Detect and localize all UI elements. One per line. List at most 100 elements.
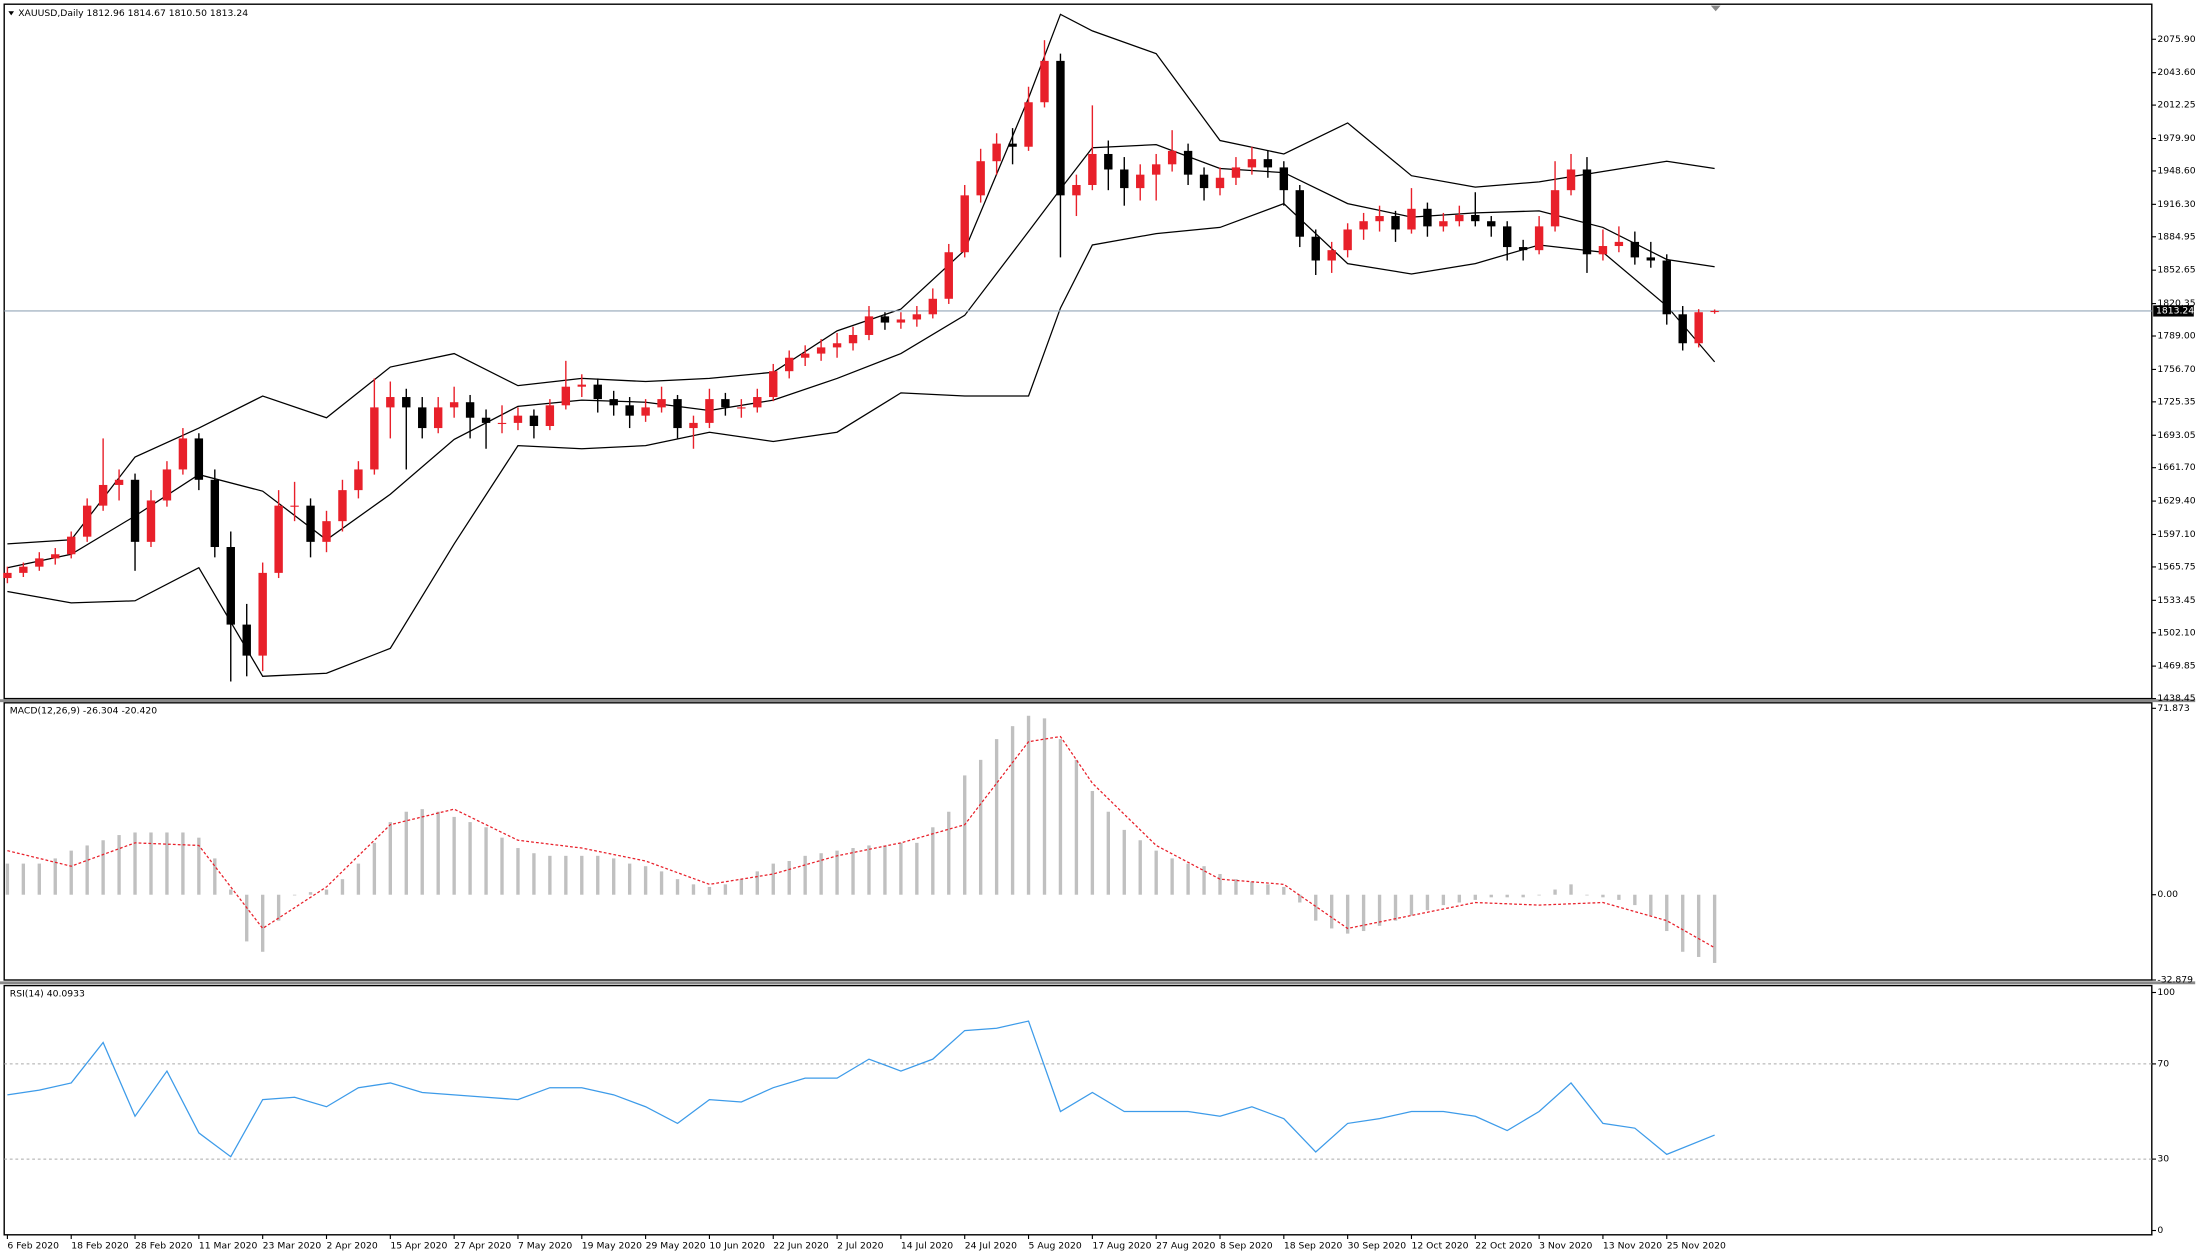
candle-body xyxy=(1295,190,1304,237)
macd-bar xyxy=(1234,879,1238,895)
candle-body xyxy=(1630,241,1640,258)
macd-bar xyxy=(691,884,696,895)
candle-body xyxy=(1582,169,1592,255)
x-tick-label: 22 Jun 2020 xyxy=(773,1241,829,1252)
candle-body xyxy=(785,357,794,372)
candle-body xyxy=(226,547,235,625)
macd-bar xyxy=(1042,718,1047,895)
candle-body xyxy=(1503,226,1512,248)
candle-body xyxy=(816,347,826,354)
macd-bar xyxy=(1409,894,1414,916)
candle-body xyxy=(306,505,315,542)
macd-bar xyxy=(787,861,791,895)
candle-body xyxy=(1088,153,1097,186)
macd-bar xyxy=(372,842,377,895)
macd-bar xyxy=(1170,858,1174,895)
candle-body xyxy=(1439,221,1448,227)
y-tick-label: 1884.95 xyxy=(2157,231,2195,242)
candle-body xyxy=(960,195,969,253)
candle-body xyxy=(1455,214,1464,222)
candle-body xyxy=(465,402,475,418)
candle-body xyxy=(529,415,539,427)
candle-body xyxy=(1614,241,1624,247)
y-tick-label: 0.00 xyxy=(2157,889,2178,900)
macd-bar xyxy=(53,858,57,895)
candle-body xyxy=(1151,164,1161,175)
macd-bar xyxy=(1633,894,1637,906)
candle-body xyxy=(657,399,666,408)
bollinger-middle xyxy=(7,144,1715,569)
candle-body xyxy=(130,479,140,542)
macd-bar xyxy=(484,827,488,895)
shift-marker xyxy=(1710,5,1721,12)
y-tick-label: 1629.40 xyxy=(2157,496,2195,507)
candle-body xyxy=(625,405,634,416)
last-price-box xyxy=(2153,305,2194,317)
macd-bar xyxy=(245,894,249,942)
candle-body xyxy=(976,161,985,196)
candle-body xyxy=(896,319,906,323)
macd-signal xyxy=(7,735,1715,949)
candle-body xyxy=(449,402,459,408)
macd-bar xyxy=(388,822,393,895)
candle-body xyxy=(753,397,762,408)
candle-body xyxy=(1487,221,1496,227)
y-tick-label: 1916.30 xyxy=(2157,199,2195,210)
macd-bar xyxy=(803,855,807,895)
macd-bar xyxy=(915,842,919,895)
candle-body xyxy=(800,353,810,358)
rsi-panel xyxy=(3,984,2153,1236)
candle-body xyxy=(577,384,586,387)
x-tick-label: 14 Jul 2020 xyxy=(901,1241,953,1252)
macd-bar xyxy=(516,848,520,895)
macd-bar xyxy=(165,832,169,895)
macd-bar xyxy=(1489,894,1493,898)
candle-body xyxy=(162,469,172,501)
menu-arrow[interactable] xyxy=(8,11,15,16)
main-panel xyxy=(3,3,2153,700)
candle-body xyxy=(705,399,714,423)
candle-body xyxy=(593,384,602,400)
macd-title: MACD(12,26,9) -26.304 -20.420 xyxy=(10,706,157,717)
candle-body xyxy=(1375,216,1384,222)
macd-bar xyxy=(229,889,233,895)
macd-bar xyxy=(1154,850,1158,895)
x-tick-label: 27 Apr 2020 xyxy=(454,1241,511,1252)
candle-body xyxy=(3,572,12,579)
macd-bar xyxy=(771,863,775,895)
x-tick-label: 29 May 2020 xyxy=(646,1241,706,1252)
macd-bar xyxy=(500,837,504,895)
candle-body xyxy=(1359,221,1368,230)
macd-bar xyxy=(436,811,440,895)
macd-bar xyxy=(1696,894,1701,957)
candle-body xyxy=(864,316,874,335)
bollinger-upper xyxy=(7,13,1715,545)
macd-bar xyxy=(1298,894,1302,903)
macd-bar xyxy=(5,863,10,895)
macd-bar xyxy=(1186,863,1190,895)
candle-body xyxy=(1566,169,1576,191)
x-tick-label: 5 Aug 2020 xyxy=(1029,1241,1082,1252)
x-tick-label: 17 Aug 2020 xyxy=(1092,1241,1151,1252)
x-tick-label: 7 May 2020 xyxy=(518,1241,572,1252)
candle-body xyxy=(354,469,363,491)
candle-body xyxy=(1279,167,1289,191)
rsi-line xyxy=(7,1020,1715,1158)
candle-body xyxy=(242,624,251,656)
macd-bar xyxy=(867,845,871,895)
macd-bar xyxy=(149,832,153,895)
x-tick-label: 13 Nov 2020 xyxy=(1603,1241,1662,1252)
candle-body xyxy=(1040,60,1049,103)
macd-bar xyxy=(452,816,456,895)
candle-body xyxy=(721,399,730,408)
macd-bar xyxy=(978,759,983,895)
macd-bar xyxy=(404,811,408,895)
candle-body xyxy=(210,479,220,548)
candle-body xyxy=(82,505,92,537)
candle-body xyxy=(1423,208,1432,227)
candle-body xyxy=(1343,229,1352,251)
y-tick-label: 1438.45 xyxy=(2157,693,2195,704)
